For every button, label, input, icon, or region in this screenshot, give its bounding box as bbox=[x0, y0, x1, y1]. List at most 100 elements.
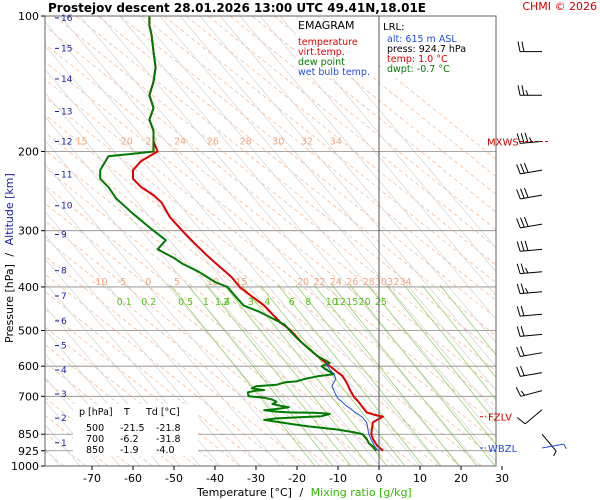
dry-adiabat-line bbox=[119, 16, 496, 319]
barb-feather bbox=[520, 217, 525, 228]
dry-adiabat-label: 22 bbox=[145, 137, 157, 148]
moist-adiabat-line bbox=[45, 352, 141, 466]
barb-staff bbox=[524, 409, 543, 425]
moist-adiabat-line bbox=[45, 45, 401, 466]
mixing-ratio-label: 3 bbox=[248, 297, 254, 308]
mixing-ratio-label: 2 bbox=[223, 297, 229, 308]
dry-adiabat-line bbox=[251, 16, 496, 213]
y-tick-label: 600 bbox=[18, 360, 39, 373]
moist-adiabat-line bbox=[45, 376, 121, 466]
barb-feather bbox=[516, 164, 521, 175]
x-axis-label: Temperature [°C] bbox=[196, 486, 292, 499]
barb-feather bbox=[516, 263, 521, 274]
altitude-tick-label: 1 bbox=[61, 439, 67, 449]
table-cell: -1.9 bbox=[120, 445, 139, 456]
mixing-ratio-line bbox=[187, 284, 334, 466]
barb-feather bbox=[520, 390, 525, 396]
moist-adiabat-line bbox=[45, 258, 221, 466]
legend: EMAGRAM temperature virt.temp. dew point… bbox=[296, 18, 376, 78]
dry-adiabat-line bbox=[45, 238, 329, 466]
wind-barb bbox=[516, 216, 543, 229]
wbzl-marker-label: WBZL bbox=[488, 444, 518, 455]
dry-adiabat-label: 20 bbox=[121, 137, 133, 148]
lrl-press: press: 924.7 hPa bbox=[387, 44, 466, 55]
altitude-tick-label: 11 bbox=[61, 170, 72, 180]
dry-adiabat-line bbox=[97, 16, 496, 337]
dry-adiabat-line bbox=[141, 16, 496, 301]
dry-adiabat-line bbox=[53, 16, 496, 372]
fzlv-marker-label: FZLV bbox=[488, 413, 512, 424]
x-tick-label: -30 bbox=[247, 472, 265, 485]
barb-feather bbox=[516, 306, 521, 317]
wind-barb bbox=[515, 386, 543, 397]
barb-staff bbox=[541, 443, 564, 449]
mixing-ratio-label: 1.4 bbox=[215, 297, 230, 308]
mixing-ratio-label: 20 bbox=[359, 297, 371, 308]
dry-adiabat-label: 0 bbox=[145, 277, 151, 288]
y-axis-label: Pressure [hPa] bbox=[3, 264, 16, 343]
altitude-tick-label: 12 bbox=[61, 137, 72, 147]
x-tick-label: 0 bbox=[376, 472, 383, 485]
lrl-dwpt: dwpt: -0.7 °C bbox=[387, 64, 450, 75]
dry-adiabat-label: 30 bbox=[375, 277, 387, 288]
barb-feather bbox=[520, 346, 525, 356]
barb-feather bbox=[520, 133, 525, 144]
wind-barb bbox=[516, 346, 543, 357]
moist-adiabat-line bbox=[45, 281, 201, 466]
barb-feather bbox=[517, 85, 521, 96]
axes: 1002003004005006007008509251000123456789… bbox=[11, 10, 509, 485]
wind-barb bbox=[516, 240, 543, 252]
moist-adiabat-line bbox=[179, 16, 496, 391]
moist-adiabat-line bbox=[259, 16, 496, 297]
altitude-tick-label: 16 bbox=[61, 14, 73, 24]
x-tick-label: -20 bbox=[288, 472, 306, 485]
y-axis-separator: / bbox=[3, 253, 16, 257]
mixing-ratio-label: 0.1 bbox=[117, 297, 132, 308]
legend-item-temperature: temperature bbox=[298, 37, 358, 48]
y-tick-label: 100 bbox=[18, 10, 39, 23]
barb-feather bbox=[523, 162, 529, 173]
mixing-ratio-label: 0.5 bbox=[178, 297, 193, 308]
barb-feather bbox=[520, 263, 525, 274]
wind-barb bbox=[516, 187, 543, 200]
mixing-ratio-line bbox=[169, 284, 316, 466]
altitude-tick-label: 5 bbox=[61, 342, 67, 352]
lrl-title: LRL: bbox=[383, 22, 404, 33]
altitude-tick-label: 4 bbox=[61, 366, 67, 376]
y-tick-label: 200 bbox=[18, 145, 39, 158]
mixing-ratio-label: 12 bbox=[334, 297, 346, 308]
dry-adiabat-line bbox=[45, 291, 263, 466]
dry-adiabat-line bbox=[45, 255, 307, 466]
moist-adiabat-line bbox=[45, 187, 281, 466]
moist-adiabat-line bbox=[45, 163, 301, 466]
altitude-tick-label: 10 bbox=[61, 202, 73, 212]
dry-adiabat-label: 28 bbox=[363, 277, 375, 288]
mixing-ratio-label: 4 bbox=[264, 297, 270, 308]
altitude-tick-label: 13 bbox=[61, 107, 72, 117]
barb-feather bbox=[516, 189, 521, 200]
barb-feather bbox=[525, 90, 529, 96]
mixing-ratio-line bbox=[277, 284, 424, 466]
background-labels: 15 20 22 24 26 28 30 32 34-10 -5 0 5 10 15 20 22 24 26 28 3… bbox=[76, 137, 412, 308]
dry-adiabat-line bbox=[45, 361, 175, 466]
altitude-tick-label: 9 bbox=[61, 231, 67, 241]
barb-feather bbox=[516, 283, 521, 294]
dry-adiabat-line bbox=[45, 379, 153, 466]
barb-feather bbox=[524, 132, 529, 143]
moist-adiabat-line bbox=[119, 16, 496, 462]
wind-barb bbox=[517, 85, 542, 96]
dry-adiabat-line bbox=[45, 344, 197, 466]
background-lines bbox=[45, 16, 496, 466]
plot-background bbox=[45, 16, 496, 466]
wind-barb bbox=[516, 263, 543, 275]
dry-adiabat-line bbox=[45, 132, 461, 466]
table-header-td: Td [°C] bbox=[145, 407, 180, 418]
mixing-ratio-label: 1 bbox=[203, 297, 209, 308]
dry-adiabat-label: -10 bbox=[92, 277, 108, 288]
mixing-ratio-line bbox=[421, 284, 496, 379]
barb-feather bbox=[525, 267, 529, 274]
dry-adiabat-line bbox=[163, 16, 496, 284]
x-tick-label: -50 bbox=[165, 472, 183, 485]
dry-adiabat-label: 15 bbox=[236, 277, 248, 288]
